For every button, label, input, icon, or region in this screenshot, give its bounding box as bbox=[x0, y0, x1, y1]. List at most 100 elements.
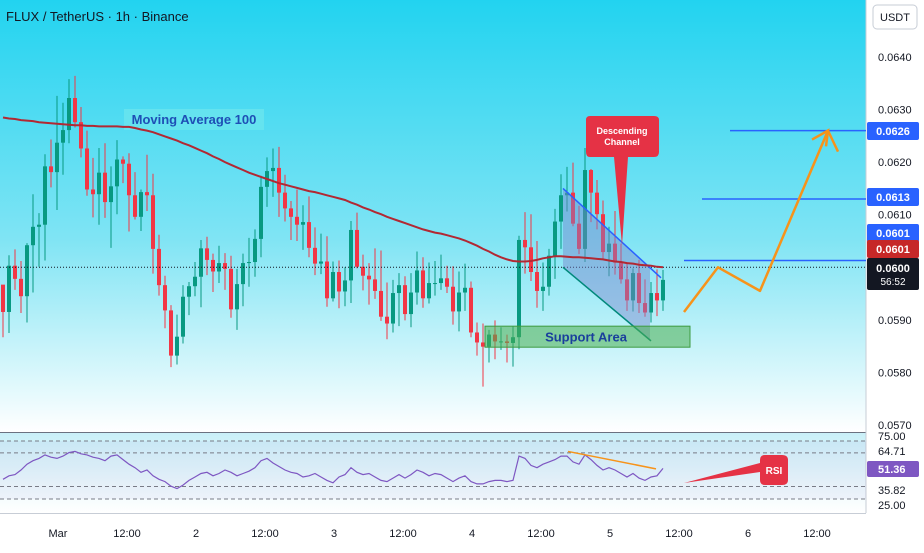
candle bbox=[223, 253, 227, 290]
candle-body bbox=[403, 285, 407, 315]
candle bbox=[13, 249, 17, 290]
candle-body bbox=[439, 278, 443, 284]
candle bbox=[259, 175, 263, 258]
candle-body bbox=[559, 195, 563, 222]
candle-body bbox=[271, 167, 275, 172]
candle bbox=[79, 106, 83, 158]
candle bbox=[205, 236, 209, 276]
candle-body bbox=[469, 287, 473, 333]
candle-body bbox=[427, 283, 431, 299]
candle-body bbox=[175, 336, 179, 356]
candle-body bbox=[67, 98, 71, 131]
candle bbox=[661, 269, 665, 311]
time-tick: 12:00 bbox=[527, 528, 555, 540]
price-badge-label: 0.0601 bbox=[876, 228, 910, 240]
candle-body bbox=[637, 273, 641, 304]
candle-body bbox=[391, 293, 395, 324]
current-price-label: 0.0600 bbox=[876, 263, 910, 275]
candle bbox=[571, 162, 575, 227]
candle bbox=[643, 279, 647, 317]
candle bbox=[433, 260, 437, 296]
candle bbox=[565, 166, 569, 212]
candle-body bbox=[397, 285, 401, 294]
candle bbox=[409, 273, 413, 328]
candle-body bbox=[247, 262, 251, 264]
candle bbox=[625, 262, 629, 311]
price-tick: 0.0570 bbox=[878, 420, 912, 432]
rsi-value-label: 51.36 bbox=[878, 464, 906, 476]
candle-body bbox=[649, 293, 653, 313]
candle bbox=[295, 189, 299, 241]
main-pane-bg bbox=[0, 0, 866, 432]
candle bbox=[127, 153, 131, 232]
currency-button[interactable]: USDT bbox=[872, 4, 918, 30]
candle bbox=[649, 282, 653, 323]
candle-body bbox=[517, 239, 521, 338]
candle bbox=[445, 265, 449, 294]
candle bbox=[283, 174, 287, 222]
candle bbox=[307, 196, 311, 258]
candle bbox=[85, 130, 89, 196]
candle bbox=[175, 314, 179, 365]
candle-body bbox=[55, 142, 59, 173]
candle bbox=[391, 279, 395, 333]
candle-body bbox=[541, 286, 545, 291]
candle bbox=[325, 236, 329, 307]
candle-body bbox=[301, 222, 305, 225]
candle bbox=[481, 323, 485, 387]
candle bbox=[1, 284, 5, 338]
candle bbox=[301, 205, 305, 250]
candle bbox=[349, 221, 353, 304]
candle bbox=[133, 172, 137, 220]
time-tick: Mar bbox=[49, 528, 68, 540]
rsi-axis-label: 64.71 bbox=[878, 446, 906, 458]
current-price-countdown: 56:52 bbox=[880, 277, 905, 288]
candle-body bbox=[463, 287, 467, 293]
candle bbox=[541, 262, 545, 311]
time-tick: 12:00 bbox=[665, 528, 693, 540]
candle-body bbox=[61, 130, 65, 143]
descending-channel-upper bbox=[562, 187, 662, 279]
time-tick: 12:00 bbox=[803, 528, 831, 540]
candle-body bbox=[115, 159, 119, 187]
candle-body bbox=[565, 192, 569, 196]
candle-body bbox=[253, 238, 257, 263]
candle-body bbox=[91, 189, 95, 195]
candle-body bbox=[643, 303, 647, 313]
time-tick: 6 bbox=[745, 528, 751, 540]
rsi-line bbox=[2, 450, 664, 490]
descending-channel-fill bbox=[563, 188, 650, 341]
candle-body bbox=[85, 148, 89, 190]
candle bbox=[559, 174, 563, 249]
chart-title: FLUX / TetherUS · 1h · Binance bbox=[6, 9, 189, 24]
candle bbox=[139, 189, 143, 232]
candle-body bbox=[277, 167, 281, 193]
candle bbox=[367, 263, 371, 305]
candle bbox=[343, 267, 347, 307]
candle bbox=[289, 201, 293, 240]
candle-body bbox=[607, 243, 611, 253]
candle bbox=[361, 254, 365, 291]
candle bbox=[601, 200, 605, 259]
rsi-axis-label: 25.00 bbox=[878, 500, 906, 512]
candle-body bbox=[553, 221, 557, 256]
candle-body bbox=[385, 316, 389, 324]
price-tick: 0.0640 bbox=[878, 52, 912, 64]
candle-body bbox=[409, 292, 413, 315]
candle-body bbox=[229, 268, 233, 310]
candle-body bbox=[433, 283, 437, 285]
candle bbox=[103, 143, 107, 218]
candle-body bbox=[181, 296, 185, 337]
candle bbox=[253, 229, 257, 277]
candle-body bbox=[601, 214, 605, 253]
candle-body bbox=[361, 266, 365, 276]
price-badge-bg bbox=[867, 188, 919, 206]
candle bbox=[397, 273, 401, 327]
candle-body bbox=[289, 208, 293, 217]
candle-body bbox=[163, 285, 167, 311]
candle bbox=[379, 250, 383, 321]
candle-body bbox=[595, 192, 599, 215]
candle bbox=[37, 213, 41, 267]
candle-body bbox=[631, 273, 635, 301]
